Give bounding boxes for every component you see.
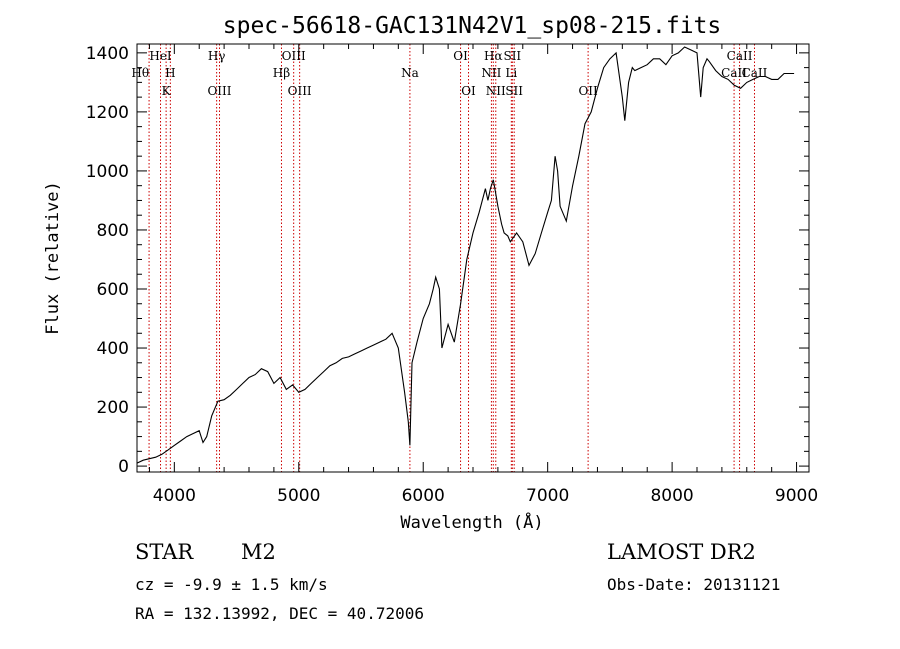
redshift-value: cz = -9.9 ± 1.5 km/s: [135, 575, 328, 594]
spectral-line-label-19: CaII: [727, 49, 753, 63]
y-tick-label-1000: 1000: [86, 162, 129, 182]
spectral-line-label-17: SII: [505, 84, 523, 98]
spectral-line-label-18: OII: [578, 84, 598, 98]
spectrum-series: [136, 46, 795, 464]
y-axis-label: Flux (relative): [43, 181, 63, 335]
spectral-line-markers: [148, 44, 755, 472]
spectral-line-label-15: SII: [503, 49, 521, 63]
spectral-line-label-2: K: [162, 84, 172, 98]
spectral-line-label-11: OI: [461, 84, 476, 98]
spectral-line-label-9: Na: [401, 66, 419, 80]
spectral-line-label-1: HeI: [149, 49, 172, 63]
x-axis-ticks: 4000 5000 6000 7000 8000 9000: [148, 44, 818, 506]
plot-frame: [136, 43, 810, 473]
x-tick-label-4000: 4000: [153, 486, 196, 506]
x-tick-label-5000: 5000: [277, 486, 320, 506]
y-tick-label-800: 800: [97, 221, 129, 241]
spectral-line-label-0: Hθ: [131, 66, 149, 80]
spectral-line-label-14: NII: [486, 84, 506, 98]
y-axis-ticks: 0 200 400 600 800 1000 1200 1400: [86, 44, 809, 477]
spectral-line-labels: HθHeIKHHγOIIIHβOIIIOIIINaOIOIHαNIINIISII…: [131, 49, 767, 98]
observation-date: Obs-Date: 20131121: [607, 575, 781, 594]
x-tick-label-9000: 9000: [775, 486, 818, 506]
spectral-line-label-10: OI: [453, 49, 468, 63]
x-tick-label-6000: 6000: [402, 486, 445, 506]
x-tick-label-8000: 8000: [650, 486, 693, 506]
spectral-line-label-21: CaII: [742, 66, 768, 80]
coordinates: RA = 132.13992, DEC = 40.72006: [135, 604, 424, 623]
spectral-line-label-6: Hβ: [273, 66, 290, 80]
survey-name: LAMOST DR2: [607, 540, 756, 564]
y-tick-label-400: 400: [97, 339, 129, 359]
object-subclass: M2: [241, 540, 276, 564]
object-class: STAR: [135, 540, 194, 564]
spectral-line-label-4: Hγ: [208, 49, 226, 63]
spectral-line-label-12: Hα: [484, 49, 503, 63]
x-axis-label: Wavelength (Å): [400, 511, 543, 533]
spectral-line-label-20: CaII: [721, 66, 747, 80]
chart-title: spec-56618-GAC131N42V1_sp08-215.fits: [223, 13, 722, 39]
spectral-line-label-5: OIII: [207, 84, 231, 98]
spectral-line-label-8: OIII: [288, 84, 312, 98]
spectral-line-label-16: Li: [505, 66, 517, 80]
spectral-line-label-7: OIII: [282, 49, 306, 63]
y-tick-label-0: 0: [118, 457, 129, 477]
y-tick-label-1200: 1200: [86, 103, 129, 123]
x-tick-label-7000: 7000: [526, 486, 569, 506]
y-tick-label-1400: 1400: [86, 44, 129, 64]
y-tick-label-200: 200: [97, 398, 129, 418]
y-tick-label-600: 600: [97, 280, 129, 300]
spectral-line-label-13: NII: [481, 66, 501, 80]
spectral-line-label-3: H: [165, 66, 175, 80]
